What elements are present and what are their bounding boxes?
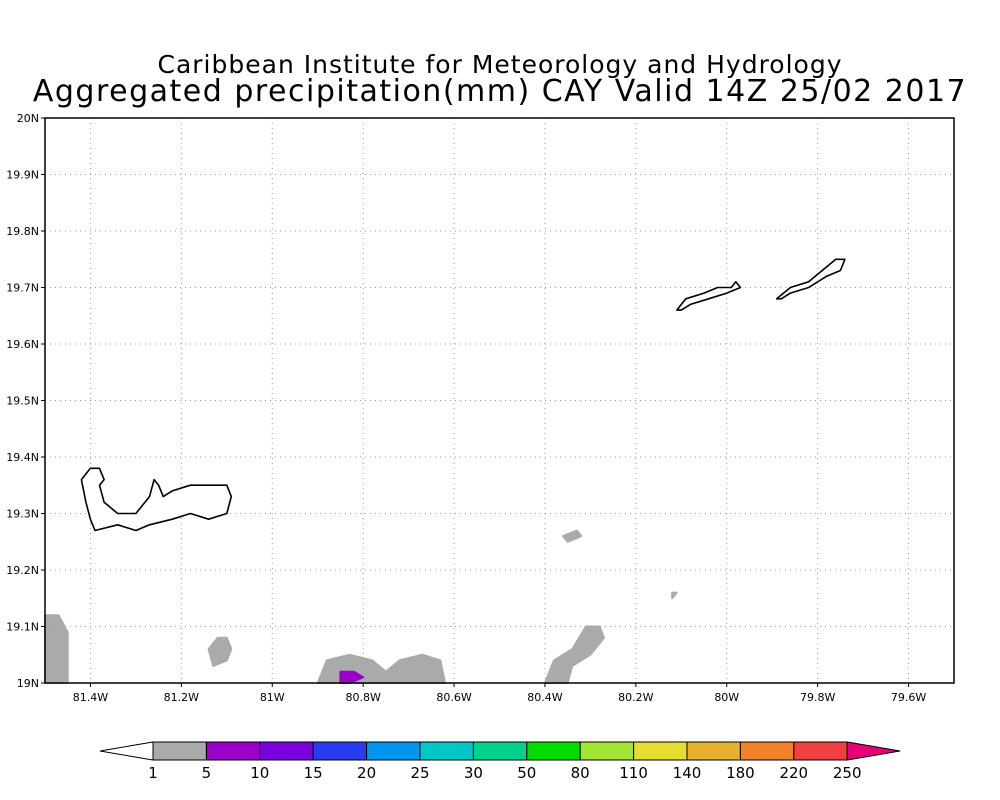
- grid-layer: [45, 117, 954, 684]
- precip-layer: [44, 529, 678, 684]
- lat-tick-label: 19.8N: [6, 225, 39, 238]
- colorbar-swatch: [366, 741, 421, 761]
- precip-area-7: [671, 591, 678, 600]
- lon-tick-label: 80.2W: [618, 691, 653, 704]
- precip-area-3: [316, 653, 446, 684]
- precip-area-2: [207, 636, 233, 667]
- colorbar-label: 50: [517, 764, 536, 782]
- colorbar-upper-arrow: [846, 741, 901, 761]
- colorbar: 1 5 10 15 20 25 30 50 80 110 140 180 220 250: [99, 741, 901, 782]
- longitude-tick-labels: 81.4W 81.2W 81W 80.8W 80.6W 80.4W 80.2W 80W 79.8…: [73, 683, 926, 704]
- lat-tick-label: 20N: [17, 112, 39, 125]
- lon-tick-label: 80.4W: [527, 691, 562, 704]
- colorbar-label: 110: [619, 764, 648, 782]
- colorbar-swatch: [205, 741, 261, 761]
- lat-tick-label: 19.3N: [6, 508, 39, 521]
- lat-tick-label: 19N: [17, 677, 39, 690]
- colorbar-label: 220: [779, 764, 808, 782]
- lat-tick-label: 19.2N: [6, 564, 39, 577]
- colorbar-lower-arrow: [99, 741, 154, 761]
- colorbar-label: 140: [673, 764, 702, 782]
- precip-area-1: [44, 614, 69, 684]
- island-little-cayman: [675, 280, 742, 311]
- lat-tick-label: 19.6N: [6, 338, 39, 351]
- latitude-tick-labels: 20N 19.9N 19.8N 19.7N 19.6N 19.5N 19.4N 19.3N 19…: [6, 112, 45, 690]
- lon-tick-label: 80W: [714, 691, 739, 704]
- colorbar-swatch: [259, 741, 314, 761]
- colorbar-swatch: [526, 741, 581, 761]
- lat-tick-label: 19.5N: [6, 395, 39, 408]
- chart-title-line-1: Caribbean Institute for Meteorology and …: [157, 50, 843, 79]
- lon-tick-label: 81.2W: [164, 691, 199, 704]
- chart-title-line-2: Aggregated precipitation(mm) CAY Valid 1…: [32, 74, 968, 109]
- colorbar-label: 20: [357, 764, 376, 782]
- colorbar-label: 250: [833, 764, 862, 782]
- colorbar-label: 30: [464, 764, 483, 782]
- colorbar-label: 80: [571, 764, 590, 782]
- colorbar-swatch: [579, 741, 635, 761]
- colorbar-label: 10: [250, 764, 269, 782]
- colorbar-swatch: [152, 741, 207, 761]
- lat-tick-label: 19.7N: [6, 282, 39, 295]
- lon-tick-label: 79.6W: [891, 691, 926, 704]
- colorbar-swatch: [739, 741, 795, 761]
- lon-tick-label: 81.4W: [73, 691, 108, 704]
- coastline-layer: [80, 258, 846, 532]
- colorbar-swatch: [472, 741, 528, 761]
- colorbar-label: 25: [410, 764, 429, 782]
- colorbar-swatch: [793, 741, 848, 761]
- colorbar-swatch: [686, 741, 741, 761]
- island-grand-cayman: [80, 467, 233, 532]
- lat-tick-label: 19.1N: [6, 621, 39, 634]
- lat-tick-label: 19.9N: [6, 169, 39, 182]
- precip-area-6: [562, 529, 583, 543]
- lon-tick-label: 80.6W: [436, 691, 471, 704]
- lon-tick-label: 79.8W: [800, 691, 835, 704]
- precip-area-5: [543, 625, 605, 684]
- colorbar-swatch: [419, 741, 474, 761]
- lon-tick-label: 80.8W: [345, 691, 380, 704]
- colorbar-label: 1: [148, 764, 158, 782]
- colorbar-label: 180: [726, 764, 755, 782]
- colorbar-label: 5: [202, 764, 212, 782]
- colorbar-swatch: [312, 741, 368, 761]
- colorbar-label: 15: [304, 764, 323, 782]
- lon-tick-label: 81W: [260, 691, 285, 704]
- colorbar-swatch: [633, 741, 688, 761]
- lat-tick-label: 19.4N: [6, 451, 39, 464]
- island-cayman-brac: [775, 258, 846, 300]
